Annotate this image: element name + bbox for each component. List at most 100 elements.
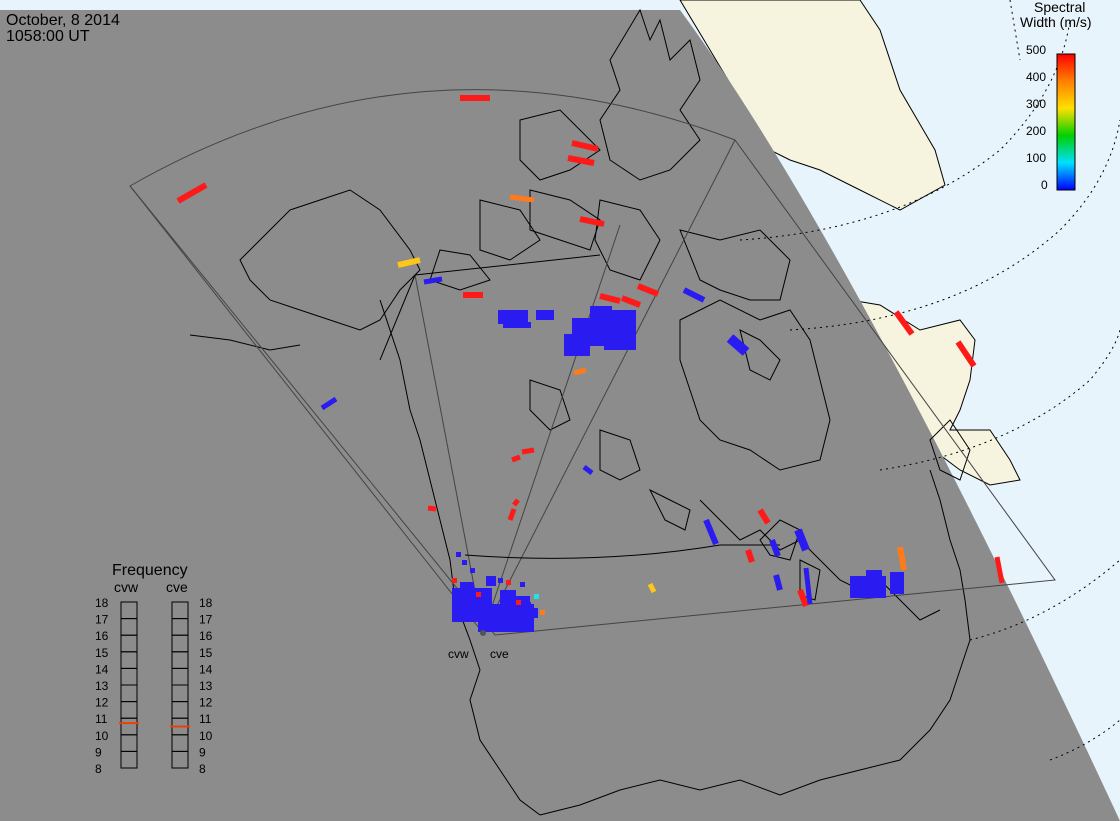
echo-cell [509,194,535,203]
frequency-scale-label: 11 [199,712,212,726]
frequency-scale-label: 15 [95,646,109,660]
frequency-scale-label: 17 [199,613,213,627]
echo-cell [703,518,719,546]
frequency-scale-label: 12 [199,696,213,710]
frequency-scale-label: 13 [95,679,109,693]
echo-cell [176,182,208,204]
echo-cluster [850,576,886,598]
echo-cell [579,216,605,227]
frequency-scale-label: 8 [199,762,206,776]
echo-cell [582,465,594,475]
legend-title-line2: Width (m/s) [1020,14,1092,30]
frequency-grid: 18 18 17 17 16 16 15 15 14 14 13 13 12 12 11 11 10 10 9 9 8 8 [95,596,213,776]
frequency-scale-label: 16 [95,629,109,643]
frequency-scale-label: 10 [199,729,213,743]
echo-cluster [530,608,538,618]
echo-cell [794,528,810,552]
echo-cell [893,310,915,336]
legend-tick: 400 [1026,70,1046,84]
frequency-scale-label: 13 [199,679,213,693]
echo-cell [573,367,587,376]
echo-cell [498,578,503,583]
frequency-scale-label: 17 [95,613,109,627]
echo-cell [507,508,517,521]
echo-cell [620,295,642,308]
date-label: October, 8 2014 [6,12,120,29]
frequency-title: Frequency [112,562,188,579]
echo-cluster [564,334,590,356]
echo-cluster [500,590,516,604]
echo-cell [726,334,750,356]
echo-cell [540,610,545,615]
echo-cell [647,582,657,594]
echo-cell [511,454,521,463]
echo-cell [397,257,421,268]
frequency-panel: Frequency cvw cve 18 18 17 17 16 16 15 15 14 14 13… [95,562,213,776]
echo-cell [599,293,621,304]
radar-fov [129,89,1056,636]
frequency-scale-label: 14 [95,662,109,676]
echo-cluster [460,582,474,592]
frequency-cvw-cell [120,750,138,769]
border-lines [379,254,780,559]
scatter-echoes [176,95,1005,632]
echo-cell [757,508,771,525]
legend-tick: 500 [1026,43,1046,57]
graticule-lines [739,0,1120,761]
radar-label-cve: cve [490,647,509,661]
echo-cell [506,580,511,585]
legend-tick: 100 [1026,151,1046,165]
echo-cell [636,283,660,297]
radar-site-cvw [480,630,486,636]
echo-cell [897,546,907,571]
echo-cell [486,576,491,581]
echo-cell [521,447,535,455]
echo-cell [803,567,813,605]
frequency-scale-label: 16 [199,629,213,643]
frequency-scale-label: 9 [95,745,102,759]
echo-cell [994,556,1005,584]
frequency-scale-label: 15 [199,646,213,660]
echo-cell [534,594,539,599]
greenland-land [679,0,946,211]
echo-cell [797,588,809,608]
echo-cell [745,549,755,563]
legend-tick: 0 [1041,178,1048,192]
echo-cell [462,560,467,565]
frequency-scale-label: 11 [95,712,108,726]
echo-cluster [478,604,534,632]
echo-cell [955,340,977,368]
echo-cell [571,140,599,152]
echo-cluster [498,310,528,324]
legend-title-line1: Spectral [1034,0,1085,15]
echo-cell [320,396,338,411]
echo-cell [470,568,475,573]
night-region [0,10,1120,821]
echo-cell [516,600,521,605]
echo-cell [769,538,781,558]
legend-colorbar [1056,53,1076,191]
echo-cell [476,592,481,597]
echo-cell [526,602,531,607]
frequency-cve-cell [171,750,189,769]
frequency-scale-label: 14 [199,662,213,676]
echo-cluster [890,572,904,594]
echo-cell [773,574,783,591]
echo-cluster [866,570,882,580]
legend-ticks: 500 400 300 200 100 0 [1026,43,1048,192]
frequency-scale-label: 18 [199,596,213,610]
echo-cell [452,578,457,583]
frequency-scale-label: 18 [95,596,109,610]
echo-cell [520,582,525,587]
frequency-cvw-header: cvw [114,579,139,595]
time-label: 1058:00 UT [6,28,90,45]
frequency-scale-label: 10 [95,729,109,743]
frequency-scale-label: 12 [95,696,109,710]
echo-cluster [604,310,636,350]
echo-cell [427,505,437,512]
echo-cluster [536,310,554,320]
echo-cell [464,596,469,601]
echo-cell [682,287,706,303]
frequency-cve-header: cve [166,579,188,595]
